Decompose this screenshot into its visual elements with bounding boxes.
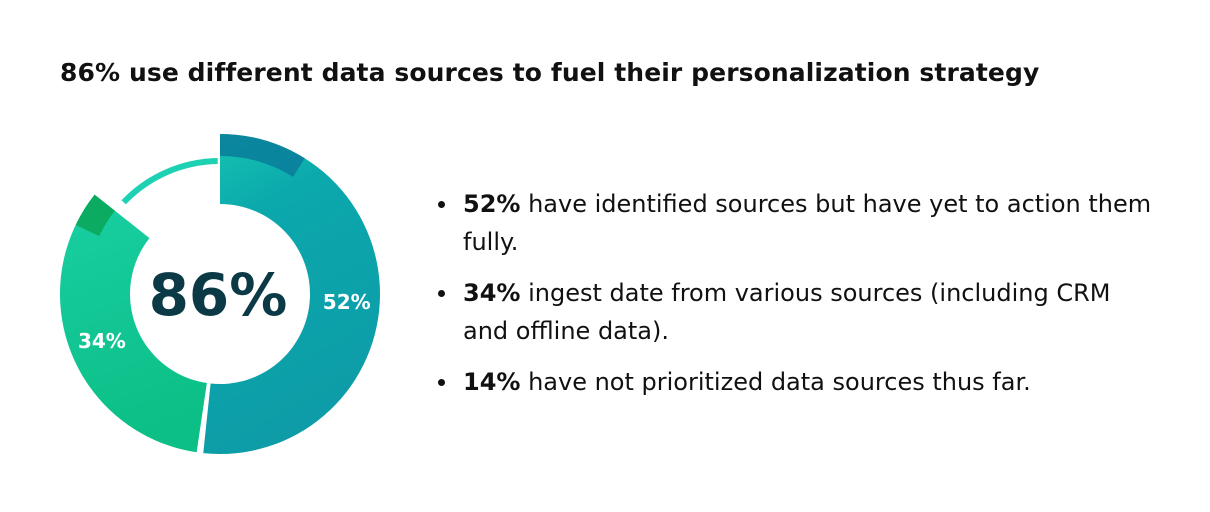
donut-slice-34 (59, 194, 207, 453)
donut-slice-label: 34% (78, 329, 126, 353)
bullet-list: 52% have identified sources but have yet… (436, 185, 1156, 414)
bullet-text: have not prioritized data sources thus f… (520, 368, 1031, 396)
donut-center-value: 86% (149, 261, 288, 329)
donut-chart: 86% 52% 34% (59, 134, 380, 454)
bullet-percentage: 34% (463, 279, 521, 307)
donut-slice-remaining (121, 158, 218, 205)
donut-accent-top (220, 134, 305, 177)
bullet-text: have identified sources but have yet to … (463, 190, 1152, 256)
bullet-item: 34% ingest date from various sources (in… (436, 274, 1156, 350)
donut-accent-left (75, 194, 115, 237)
bullet-percentage: 52% (463, 190, 521, 218)
donut-slice-52 (203, 134, 380, 454)
donut-slice-label: 52% (323, 290, 371, 314)
bullet-item: 52% have identified sources but have yet… (436, 185, 1156, 261)
bullet-percentage: 14% (463, 368, 521, 396)
chart-title: 86% use different data sources to fuel t… (60, 58, 1040, 87)
bullet-item: 14% have not prioritized data sources th… (436, 363, 1156, 401)
bullet-text: ingest date from various sources (includ… (463, 279, 1111, 345)
